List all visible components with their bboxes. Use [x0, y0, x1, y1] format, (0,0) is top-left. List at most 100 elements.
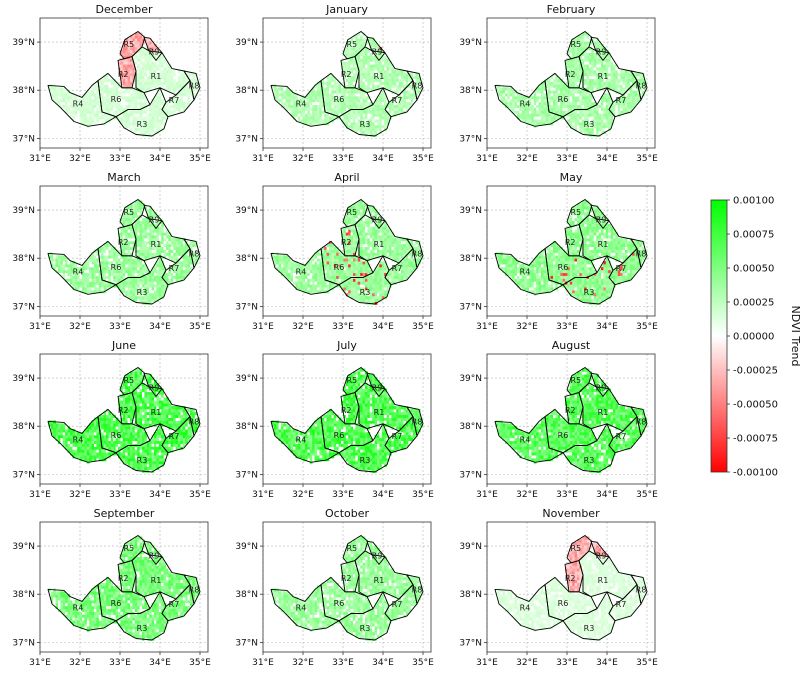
ndvi-cell	[139, 110, 143, 114]
ndvi-cell	[560, 98, 563, 103]
ndvi-cell	[168, 110, 172, 114]
ndvi-cell	[86, 272, 90, 276]
ndvi-cell	[125, 220, 128, 224]
ndvi-cell	[577, 55, 580, 59]
ndvi-cell	[350, 229, 354, 233]
ndvi-cell	[185, 78, 188, 82]
ndvi-cell	[106, 87, 109, 91]
ndvi-cell	[321, 107, 325, 111]
ndvi-cell	[577, 70, 580, 74]
ndvi-cell	[89, 278, 92, 282]
ndvi-cell	[89, 98, 92, 103]
ndvi-cell	[329, 98, 332, 103]
ndvi-cell	[103, 255, 107, 259]
ndvi-cell	[118, 107, 121, 111]
ndvi-cell	[505, 101, 508, 106]
ndvi-cell	[130, 101, 133, 106]
ndvi-cell	[125, 292, 128, 297]
ndvi-cell	[584, 113, 587, 117]
ndvi-cell	[333, 249, 337, 253]
ndvi-cell	[175, 96, 179, 100]
ndvi-cell	[398, 107, 402, 111]
ndvi-cell	[403, 104, 407, 108]
ndvi-cell	[285, 101, 289, 106]
ndvi-cell	[348, 75, 351, 80]
ndvi-cell	[300, 107, 303, 111]
ndvi-cell	[134, 67, 138, 71]
ndvi-cell	[326, 264, 330, 268]
ndvi-cell	[108, 252, 112, 256]
ndvi-cell	[591, 38, 595, 42]
ndvi-cell	[565, 96, 568, 100]
ndvi-cell	[391, 81, 395, 85]
ndvi-cell	[529, 110, 532, 114]
ndvi-cell	[300, 98, 303, 103]
ndvi-cell	[170, 90, 174, 94]
ndvi-cell	[341, 107, 344, 111]
ndvi-cell	[365, 84, 368, 88]
ndvi-cell	[529, 107, 532, 111]
ndvi-cell	[166, 252, 169, 256]
region-label: R7	[392, 96, 403, 105]
ndvi-cell	[182, 101, 186, 106]
ndvi-cell	[312, 258, 315, 262]
ndvi-cell	[163, 113, 167, 117]
ndvi-cell	[348, 287, 351, 291]
ndvi-cell	[362, 127, 366, 132]
ndvi-cell	[613, 101, 616, 106]
ndvi-cell	[601, 75, 604, 80]
ndvi-cell	[168, 70, 172, 74]
ndvi-cell	[125, 87, 128, 91]
ndvi-cell	[355, 127, 359, 132]
ndvi-cell	[329, 266, 332, 271]
ndvi-cell	[139, 87, 143, 91]
ndvi-cell	[288, 107, 291, 111]
ndvi-cell	[526, 119, 530, 123]
ndvi-cell	[572, 119, 575, 123]
ndvi-cell	[70, 113, 73, 117]
ndvi-cell	[77, 116, 80, 120]
ndvi-cell	[377, 84, 380, 88]
ndvi-cell	[309, 284, 313, 288]
ndvi-cell	[367, 70, 371, 74]
ndvi-cell	[82, 101, 85, 106]
ndvi-cell	[168, 101, 172, 106]
ndvi-cell	[317, 101, 320, 106]
ndvi-cell	[142, 226, 145, 230]
ndvi-cell	[314, 101, 318, 106]
ndvi-cell	[137, 41, 140, 45]
ndvi-cell	[180, 261, 184, 265]
ndvi-cell	[79, 107, 83, 111]
ndvi-cell	[377, 104, 380, 108]
ndvi-cell	[151, 70, 155, 74]
ndvi-cell	[168, 78, 172, 82]
ndvi-cell	[598, 64, 602, 68]
ndvi-cell	[372, 87, 375, 91]
ndvi-cell	[586, 93, 590, 97]
ndvi-cell	[307, 110, 311, 114]
ndvi-cell	[319, 261, 323, 265]
ndvi-cell	[372, 55, 375, 59]
ndvi-cell	[319, 278, 323, 282]
ndvi-cell	[84, 116, 88, 120]
ndvi-cell	[115, 96, 119, 100]
ndvi-cell	[127, 122, 131, 126]
ndvi-cell	[601, 96, 604, 100]
ndvi-cell	[398, 81, 402, 85]
ndvi-cell	[557, 96, 561, 100]
ndvi-cell	[137, 266, 140, 271]
ndvi-cell	[168, 272, 172, 276]
ndvi-cell	[77, 119, 80, 123]
ndvi-cell	[324, 249, 327, 253]
ndvi-cell	[101, 281, 104, 285]
ndvi-cell	[72, 96, 76, 100]
ndvi-cell	[589, 104, 592, 108]
ndvi-cell	[336, 101, 339, 106]
ndvi-cell	[596, 64, 599, 68]
ndvi-cell	[343, 67, 347, 71]
ndvi-cell	[156, 290, 160, 294]
ndvi-cell	[509, 107, 513, 111]
ndvi-cell	[182, 104, 186, 108]
ndvi-cell	[360, 70, 363, 74]
